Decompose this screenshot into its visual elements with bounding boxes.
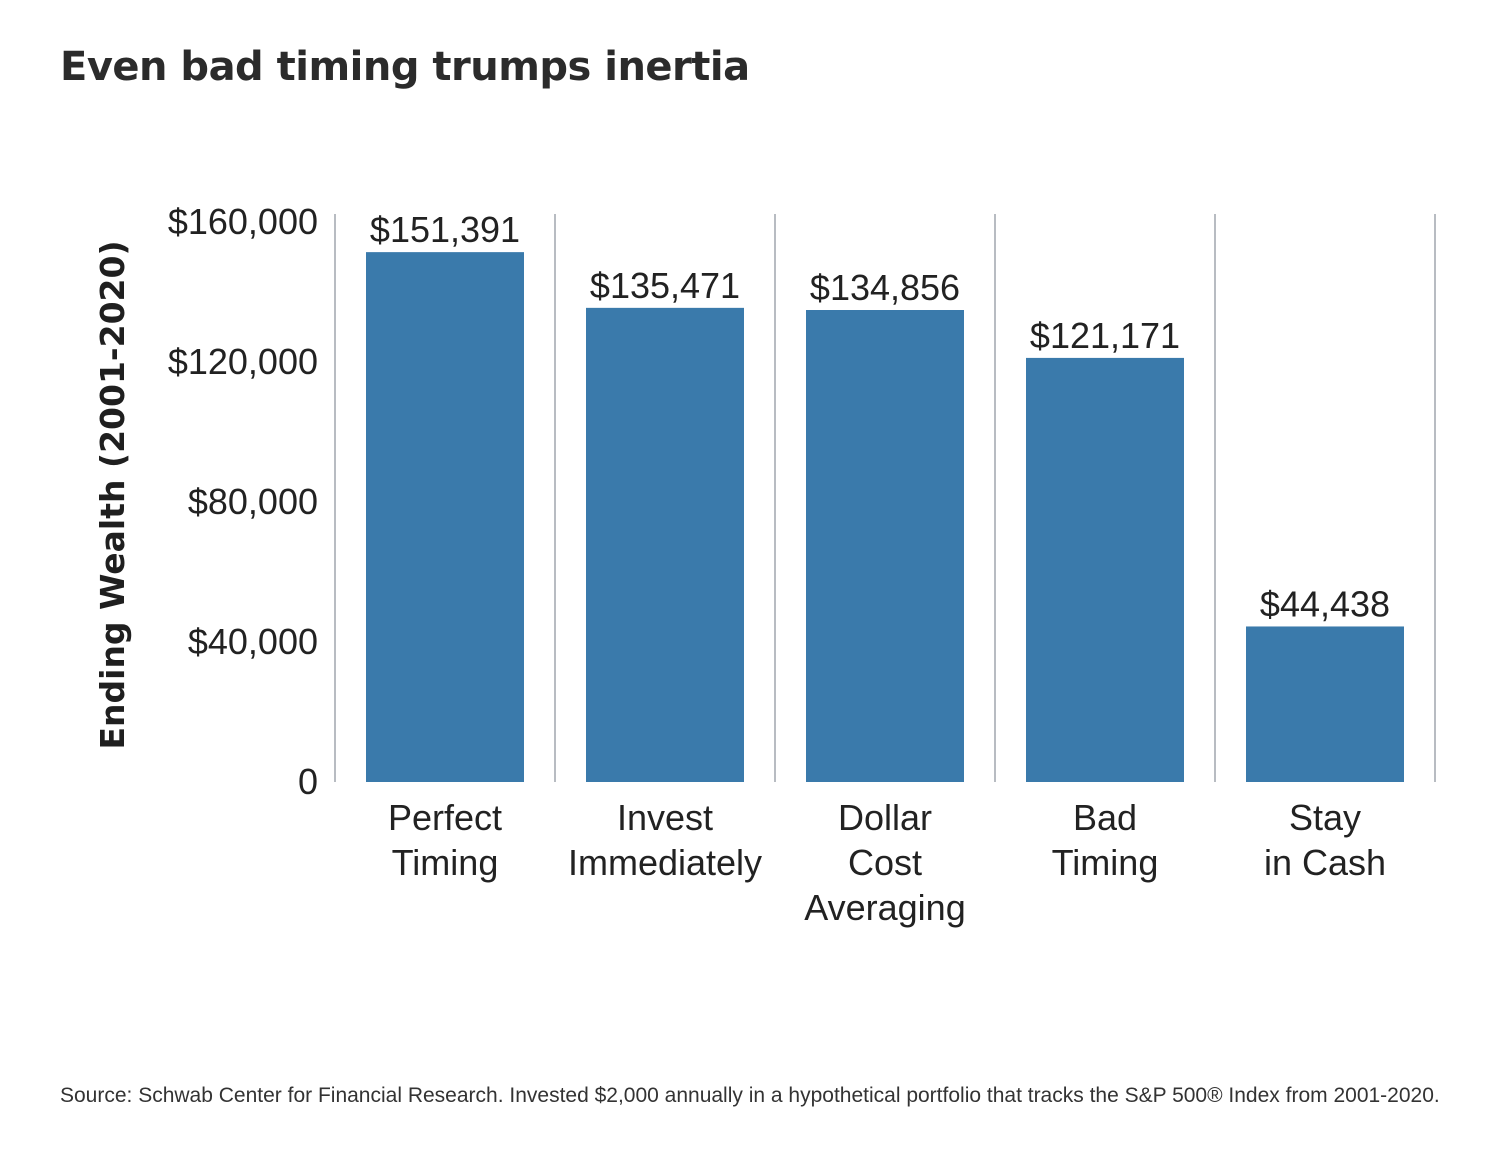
y-tick-labels: 0 $40,000 $80,000 $120,000 $160,000 [168,201,318,802]
y-tick-label: 0 [298,761,318,802]
bar-value-label: $121,171 [1030,315,1180,356]
bar-value-label: $151,391 [370,209,520,250]
bars [366,252,1404,783]
source-note: Source: Schwab Center for Financial Rese… [60,1084,1440,1107]
x-tick-label: Invest Immediately [568,797,762,883]
bar [1246,626,1404,782]
y-tick-label: $80,000 [188,481,318,522]
y-tick-label: $120,000 [168,341,318,382]
bar [586,307,744,782]
x-tick-label: Dollar Cost Averaging [804,797,965,928]
value-labels: $151,391 $135,471 $134,856 $121,171 $44,438 [370,209,1390,624]
bar-chart: $151,391$135,471 $134,856$121,171$44,438 … [93,201,1436,928]
bar [806,310,964,782]
x-tick-label: Bad Timing [1052,797,1159,883]
bar [1026,357,1184,782]
bar-value-label: $135,471 [590,265,740,306]
bar [366,252,524,783]
bar-value-label: $44,438 [1260,583,1390,624]
y-axis-title: Ending Wealth (2001-2020) [93,240,132,749]
bar-value-label: $134,856 [810,267,960,308]
x-tick-label: Stay in Cash [1264,797,1386,883]
category-dividers [334,214,1436,782]
y-tick-label: $160,000 [168,201,318,242]
x-tick-label: Perfect Timing [388,797,502,883]
chart-title: Even bad timing trumps inertia [60,44,750,90]
x-category-labels: Perfect Timing Invest Immediately Dollar Cost… [388,797,1386,928]
y-tick-label: $40,000 [188,621,318,662]
